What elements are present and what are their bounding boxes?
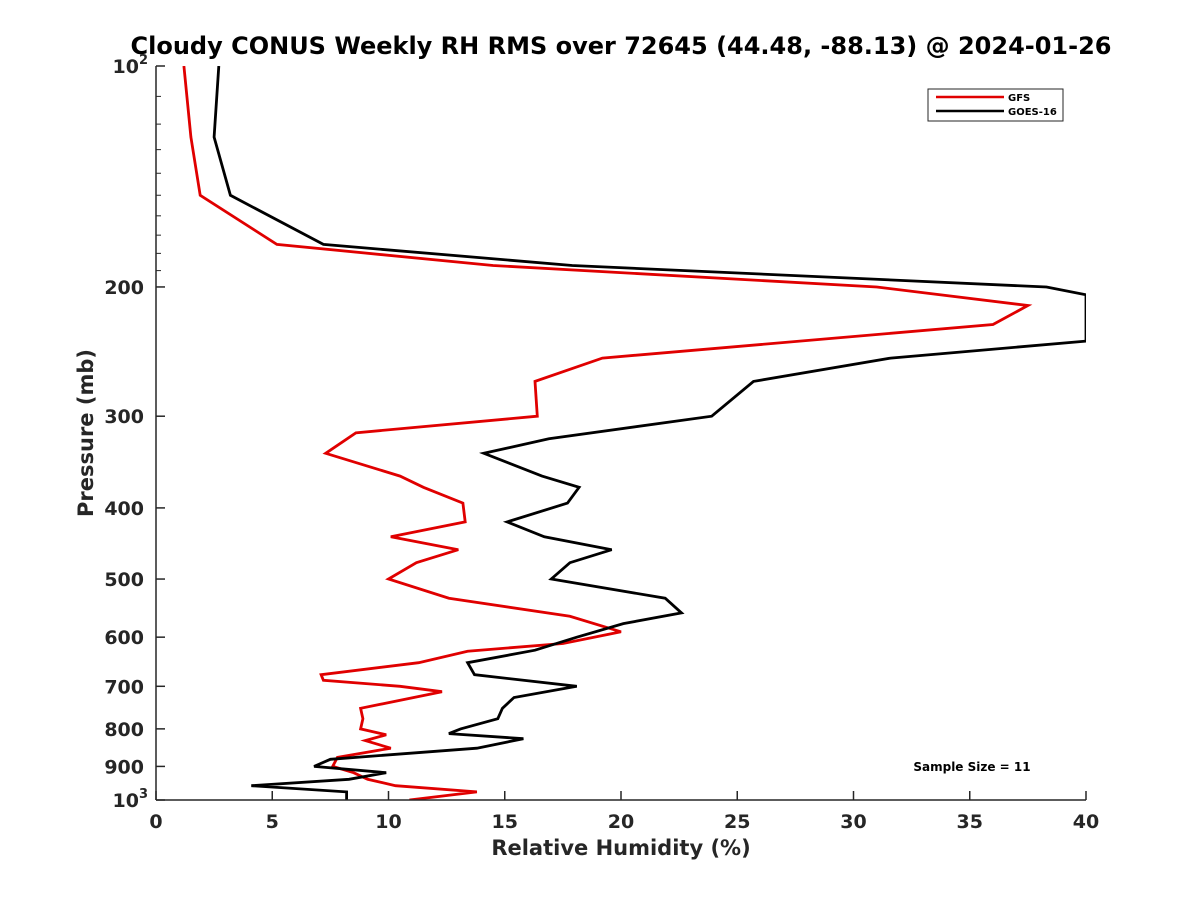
y-tick-label: 200 — [104, 277, 144, 299]
y-tick-label: 300 — [104, 406, 144, 428]
legend-entry-gfs: GFS — [936, 93, 1030, 104]
y-tick-label: 400 — [104, 498, 144, 520]
y-axis-ticks: 102 200 300 400 500 600 700 800 900 103 — [104, 53, 165, 812]
x-tick-label: 20 — [608, 811, 634, 833]
legend-box — [927, 88, 1064, 122]
y-tick-label: 600 — [104, 627, 144, 649]
y-tick-label: 102 — [113, 53, 149, 78]
y-tick-label: 900 — [104, 756, 144, 778]
y-tick-label: 800 — [104, 719, 144, 741]
legend-label-goes-16: GOES-16 — [1008, 107, 1057, 118]
x-tick-label: 0 — [149, 811, 162, 833]
series-line-gfs — [182, 66, 1033, 800]
plot-background — [156, 66, 1086, 800]
x-tick-label: 25 — [724, 811, 750, 833]
y-tick-label: 500 — [104, 569, 144, 591]
series-layer — [182, 66, 1086, 800]
legend: GFS GOES-16 — [927, 88, 1064, 122]
series-line-goes-16 — [212, 66, 1086, 800]
x-axis-ticks: 0 5 10 15 20 25 30 35 40 — [149, 791, 1099, 833]
legend-entry-goes-16: GOES-16 — [936, 107, 1057, 118]
y-tick-label: 700 — [104, 676, 144, 698]
x-tick-label: 5 — [266, 811, 279, 833]
y-tick-label: 103 — [113, 787, 149, 812]
sample-size-annotation: Sample Size = 11 — [913, 760, 1030, 774]
x-tick-label: 10 — [375, 811, 401, 833]
plot-area: 0 5 10 15 20 25 30 35 40 102 200 300 400 500 600 700 80… — [104, 53, 1099, 833]
legend-label-gfs: GFS — [1008, 93, 1030, 104]
x-tick-label: 15 — [492, 811, 518, 833]
x-axis-label: Relative Humidity (%) — [491, 836, 750, 860]
chart-title: Cloudy CONUS Weekly RH RMS over 72645 (4… — [131, 32, 1112, 60]
x-tick-label: 40 — [1073, 811, 1099, 833]
y-axis-label: Pressure (mb) — [74, 349, 98, 517]
x-tick-label: 35 — [957, 811, 983, 833]
x-tick-label: 30 — [840, 811, 866, 833]
